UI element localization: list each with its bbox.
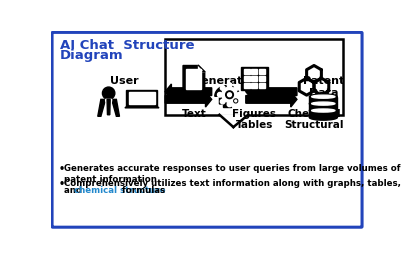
Circle shape [239, 99, 242, 103]
Ellipse shape [311, 109, 335, 112]
Polygon shape [244, 76, 250, 81]
Polygon shape [107, 99, 110, 115]
Polygon shape [125, 106, 159, 108]
Polygon shape [309, 104, 337, 111]
Polygon shape [219, 115, 248, 127]
Ellipse shape [309, 115, 337, 120]
Polygon shape [165, 92, 212, 107]
Polygon shape [126, 90, 158, 106]
Circle shape [227, 83, 232, 87]
Circle shape [222, 87, 237, 103]
Circle shape [237, 93, 242, 97]
Circle shape [227, 102, 232, 107]
Circle shape [234, 99, 239, 104]
Polygon shape [246, 92, 297, 107]
Circle shape [229, 99, 232, 103]
Text: and: and [65, 186, 86, 195]
Circle shape [217, 93, 222, 97]
Text: •: • [58, 164, 64, 174]
Text: Comprehensively utilizes text information along with graphs, tables,: Comprehensively utilizes text informatio… [65, 179, 402, 188]
Polygon shape [251, 83, 257, 88]
Polygon shape [198, 66, 205, 72]
Polygon shape [165, 84, 212, 99]
Polygon shape [259, 76, 265, 81]
Polygon shape [251, 76, 257, 81]
Ellipse shape [309, 94, 337, 99]
Polygon shape [186, 69, 201, 89]
Polygon shape [309, 97, 337, 104]
Text: User: User [110, 76, 139, 86]
Circle shape [226, 91, 234, 99]
Ellipse shape [309, 101, 337, 106]
Ellipse shape [309, 108, 337, 113]
Polygon shape [183, 66, 205, 92]
Circle shape [234, 86, 239, 90]
Polygon shape [259, 83, 265, 88]
Text: Patent
Data: Patent Data [303, 76, 344, 98]
Text: AI Chat  Structure: AI Chat Structure [60, 39, 194, 52]
Circle shape [237, 95, 240, 98]
Polygon shape [244, 83, 250, 88]
FancyBboxPatch shape [165, 39, 343, 115]
Text: Generative
AI: Generative AI [193, 76, 261, 98]
Text: Chemical
Structural: Chemical Structural [284, 109, 344, 130]
Polygon shape [105, 99, 112, 116]
Polygon shape [251, 69, 257, 74]
Text: Generates accurate responses to user queries from large volumes of
patent inform: Generates accurate responses to user que… [65, 164, 401, 185]
Circle shape [103, 87, 115, 99]
Circle shape [237, 104, 240, 107]
Circle shape [232, 97, 240, 105]
Polygon shape [215, 86, 240, 104]
Polygon shape [129, 92, 155, 104]
Polygon shape [223, 103, 231, 107]
Text: formulas: formulas [120, 186, 166, 195]
Polygon shape [259, 69, 265, 74]
Text: Figures
Tables: Figures Tables [232, 109, 276, 130]
Circle shape [227, 93, 231, 97]
Circle shape [235, 100, 237, 102]
Polygon shape [309, 111, 337, 117]
Text: chemical structure: chemical structure [74, 186, 166, 195]
Polygon shape [241, 67, 267, 90]
Text: Text: Text [181, 109, 206, 119]
Ellipse shape [311, 95, 335, 98]
Ellipse shape [311, 102, 335, 105]
Text: Diagram: Diagram [60, 49, 124, 61]
Polygon shape [246, 84, 297, 99]
Polygon shape [98, 99, 120, 116]
Circle shape [220, 99, 225, 104]
Polygon shape [244, 69, 250, 74]
Text: •: • [58, 179, 64, 189]
Circle shape [220, 86, 225, 90]
FancyBboxPatch shape [52, 32, 362, 227]
Circle shape [231, 95, 235, 98]
Circle shape [231, 104, 235, 107]
Circle shape [234, 99, 238, 103]
